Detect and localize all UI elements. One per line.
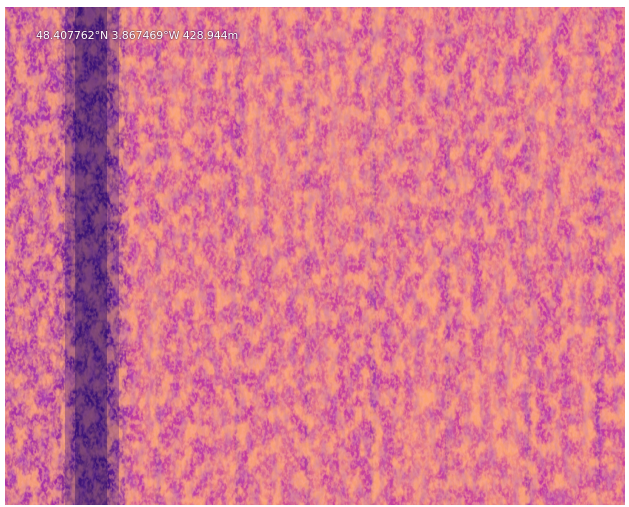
cold-strip-edge-l [65,7,75,505]
cool-mottle [5,7,625,505]
thermal-image-frame: 48.407762°N 3.867469°W 428.944m [5,7,625,505]
cold-strip-overlay [75,7,107,505]
cold-strip-edge-r [107,7,119,505]
thermal-field-image [5,7,625,505]
gps-coordinate-overlay: 48.407762°N 3.867469°W 428.944m [36,29,239,42]
